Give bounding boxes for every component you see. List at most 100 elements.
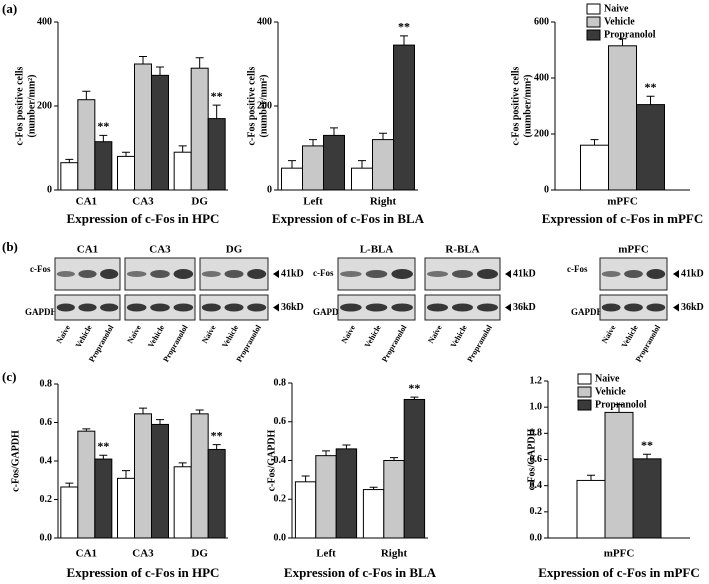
y-tick-label: 0.2 bbox=[530, 506, 543, 517]
legend-swatch bbox=[586, 3, 601, 15]
x-tick-label: Right bbox=[370, 196, 397, 208]
blot-title: CA3 bbox=[149, 244, 171, 256]
blot-band bbox=[452, 270, 473, 278]
bar bbox=[94, 141, 113, 191]
legend-swatch bbox=[586, 16, 601, 28]
blot-band bbox=[391, 269, 413, 279]
error-bar bbox=[82, 90, 91, 100]
error-bar bbox=[369, 486, 378, 490]
blot-row-label: c-Fos bbox=[30, 264, 51, 274]
error-bar bbox=[156, 66, 164, 76]
legend-swatch bbox=[577, 399, 592, 411]
x-tick-label: mPFC bbox=[607, 196, 638, 208]
y-tick-label: 0.8 bbox=[530, 428, 543, 439]
bar bbox=[77, 99, 96, 191]
legend-label: Vehicle bbox=[604, 16, 635, 27]
y-axis-label: (number/mm²) bbox=[522, 75, 533, 138]
x-axis-title: Expression of c-Fos in HPC bbox=[67, 211, 220, 226]
marker-arrow bbox=[505, 270, 511, 278]
blot-band bbox=[391, 303, 413, 312]
legend-swatch bbox=[586, 29, 601, 41]
legend-label: Propranolol bbox=[595, 399, 647, 410]
x-axis-title: Expression of c-Fos in mPFC bbox=[538, 565, 700, 580]
bar bbox=[335, 448, 358, 539]
error-bar bbox=[195, 57, 204, 69]
significance-mark: ** bbox=[398, 20, 410, 34]
blot-band bbox=[601, 271, 621, 277]
error-bar bbox=[330, 127, 338, 136]
bar bbox=[608, 45, 637, 191]
size-marker: 41kD bbox=[513, 268, 536, 279]
size-marker: 36kD bbox=[281, 302, 304, 313]
y-tick-label: 0.4 bbox=[274, 455, 287, 466]
blot-band bbox=[365, 303, 388, 312]
y-tick-label: 400 bbox=[257, 16, 272, 27]
lane-label: Vehicle bbox=[220, 323, 240, 349]
significance-mark: ** bbox=[97, 439, 109, 453]
legend-label: Vehicle bbox=[595, 386, 626, 397]
y-axis-label: c-Fos/GAPDH bbox=[266, 429, 277, 491]
y-tick-label: 200 bbox=[534, 128, 549, 139]
bar bbox=[134, 63, 152, 191]
panel-label: (b) bbox=[2, 239, 18, 254]
bar bbox=[393, 44, 415, 191]
error-bar bbox=[322, 450, 330, 456]
error-bar bbox=[309, 139, 317, 146]
y-axis-label: (number/mm²) bbox=[26, 75, 37, 138]
panel-label: (c) bbox=[2, 369, 16, 384]
error-bar bbox=[390, 457, 398, 461]
blot-band bbox=[365, 270, 388, 278]
x-axis-title: Expression of c-Fos in BLA bbox=[284, 565, 437, 580]
error-bar bbox=[82, 428, 91, 432]
error-bar bbox=[587, 474, 595, 481]
error-bar bbox=[301, 475, 310, 482]
y-tick-label: 0 bbox=[267, 184, 272, 195]
marker-arrow bbox=[673, 303, 679, 312]
blot-band bbox=[624, 303, 643, 312]
legend-swatch bbox=[577, 373, 592, 385]
bar bbox=[632, 458, 662, 539]
blot-band bbox=[100, 303, 119, 312]
bar bbox=[362, 489, 385, 539]
x-axis-title: Expression of c-Fos in HPC bbox=[67, 565, 220, 580]
y-tick-label: 0.4 bbox=[530, 480, 543, 491]
y-axis-label: c-Fos positive cells bbox=[246, 66, 257, 145]
x-tick-label: CA3 bbox=[132, 196, 154, 208]
legend-swatch bbox=[577, 386, 592, 398]
error-bar bbox=[65, 482, 74, 487]
blot-band bbox=[126, 303, 147, 312]
panel-label: (a) bbox=[2, 1, 17, 16]
blot-band bbox=[624, 270, 643, 278]
bar bbox=[190, 67, 209, 191]
marker-arrow bbox=[505, 303, 511, 312]
bar bbox=[151, 74, 169, 191]
blot-band bbox=[201, 303, 221, 312]
marker-arrow bbox=[673, 270, 679, 278]
x-tick-label: DG bbox=[191, 548, 208, 560]
error-bar bbox=[195, 409, 204, 414]
bar bbox=[315, 455, 337, 539]
blot-band bbox=[477, 303, 498, 312]
blot-band bbox=[427, 271, 448, 277]
legend-label: Propranolol bbox=[604, 29, 656, 40]
blot-band bbox=[173, 269, 194, 279]
y-tick-label: 600 bbox=[534, 16, 549, 27]
significance-mark: ** bbox=[641, 438, 653, 452]
y-tick-label: 0.6 bbox=[40, 417, 53, 428]
blot-band bbox=[452, 303, 473, 312]
blot-band bbox=[56, 271, 75, 277]
x-tick-label: Left bbox=[316, 548, 336, 560]
y-tick-label: 0.6 bbox=[530, 454, 543, 465]
blot-band bbox=[601, 303, 621, 312]
x-tick-label: DG bbox=[191, 196, 208, 208]
bar bbox=[207, 448, 226, 539]
lane-label: Naive bbox=[125, 323, 143, 345]
size-marker: 36kD bbox=[513, 302, 536, 313]
x-tick-label: Left bbox=[303, 196, 323, 208]
bar bbox=[403, 398, 426, 539]
y-tick-label: 400 bbox=[37, 16, 52, 27]
blot-band bbox=[150, 270, 170, 278]
y-axis-label: c-Fos/GAPDH bbox=[10, 430, 21, 492]
error-bar bbox=[643, 453, 651, 459]
